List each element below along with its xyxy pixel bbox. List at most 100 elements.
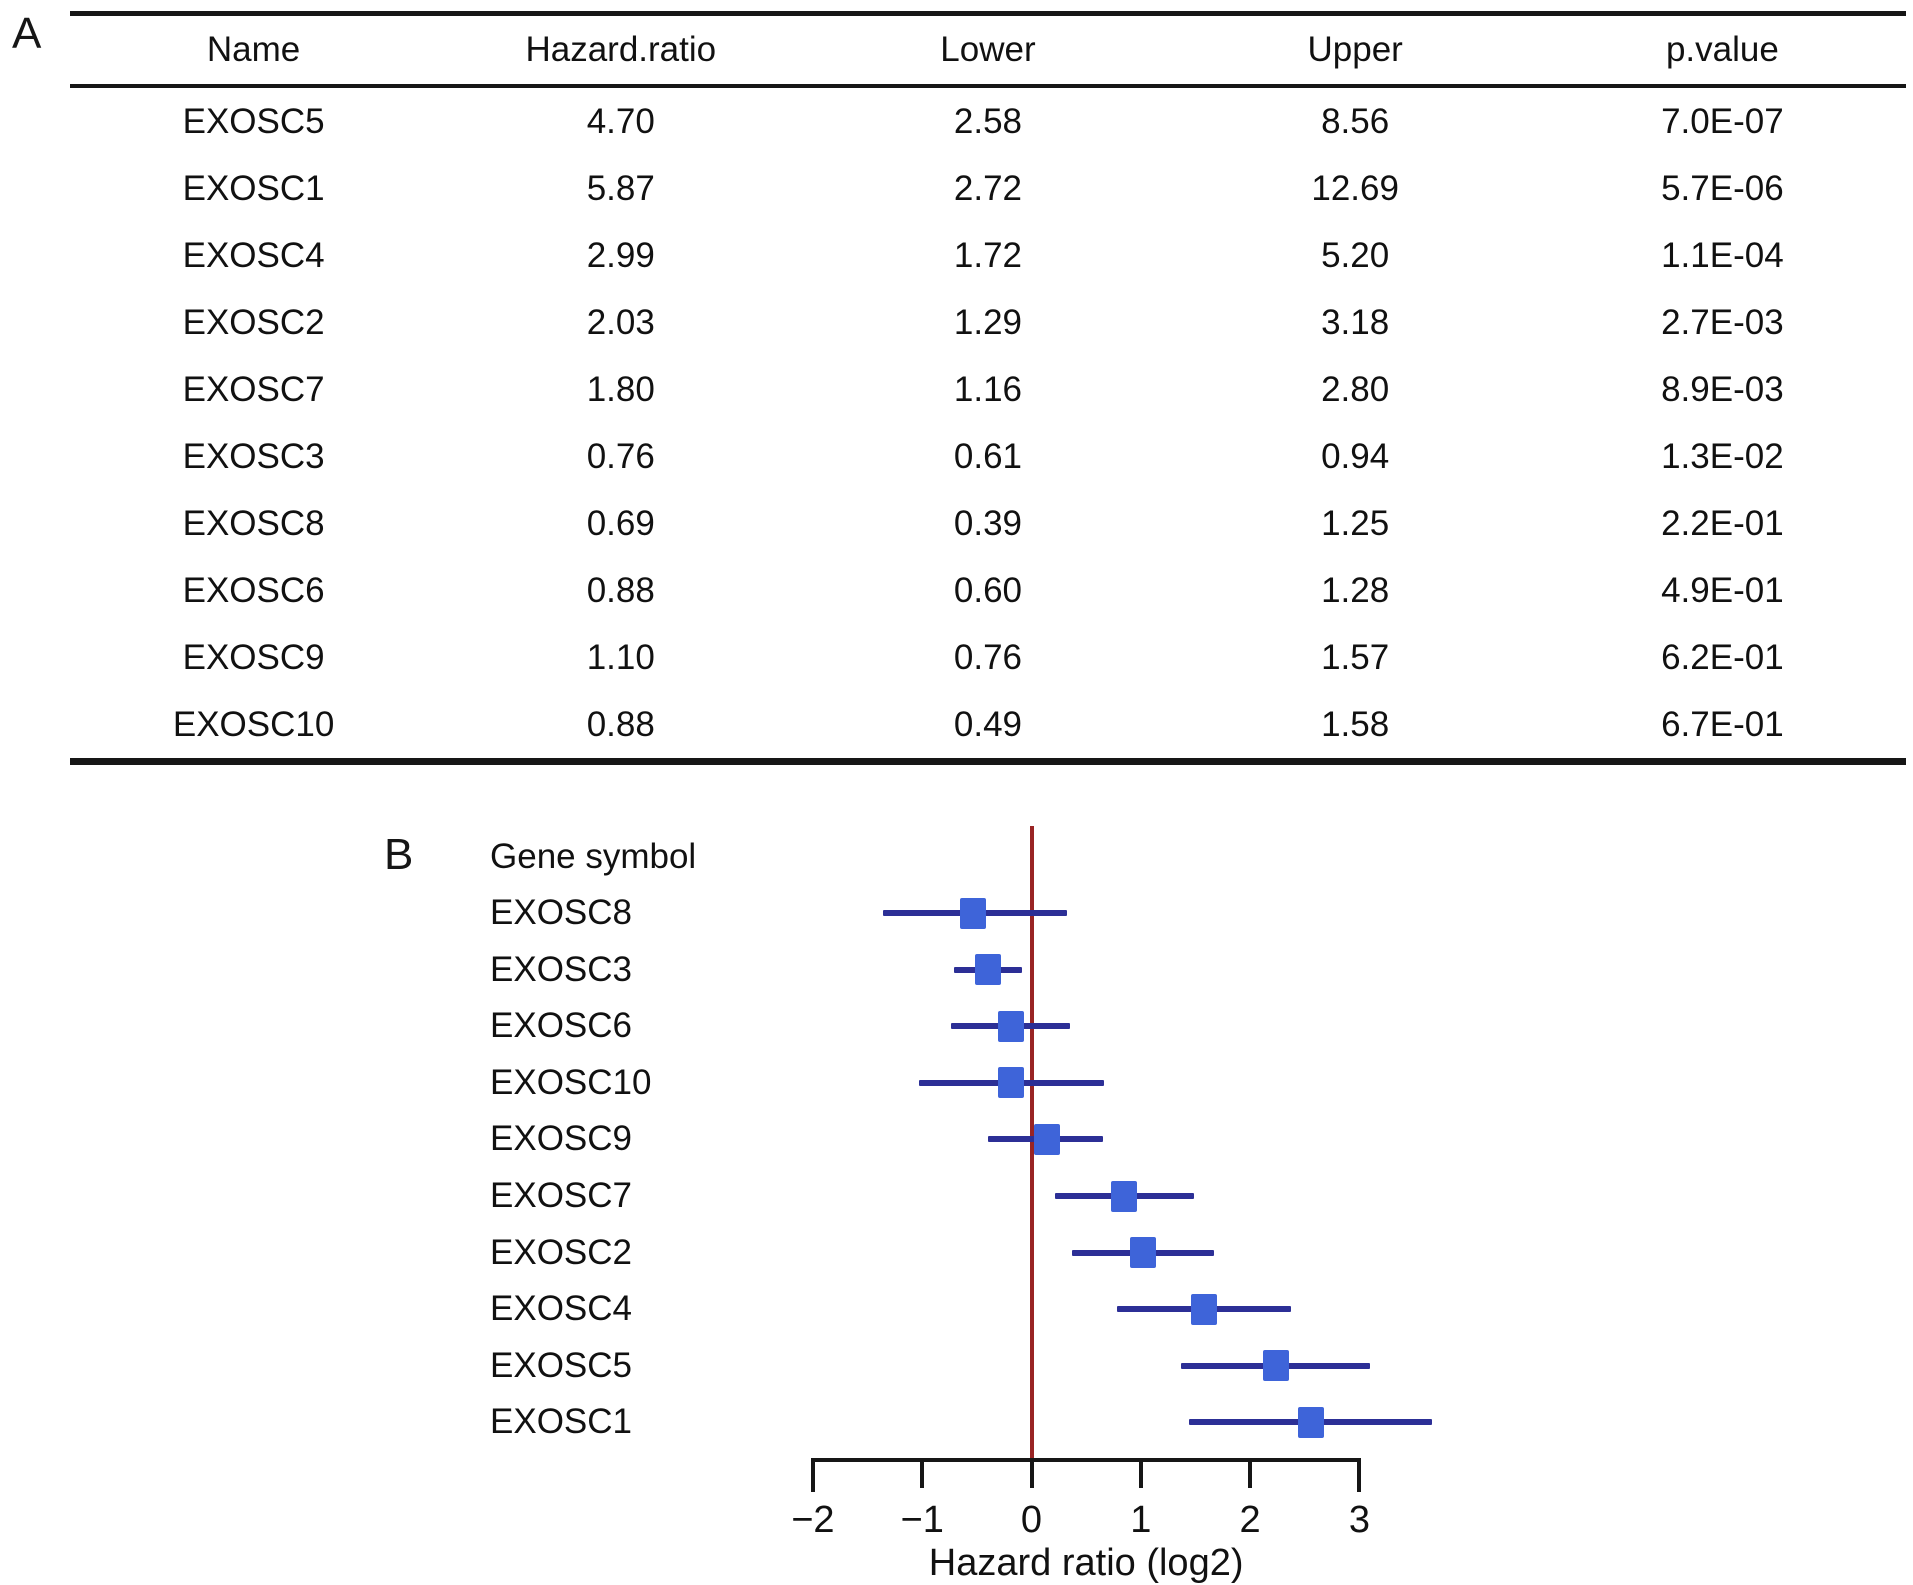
hr-marker-exosc4 [1191, 1293, 1218, 1325]
cell-exosc8-lower: 0.39 [953, 503, 1023, 543]
hazard-ratio-table: Name Hazard.ratio Lower Upper p.value EXOSC5… [70, 11, 1906, 765]
x-axis-tick-label-3: 3 [1348, 1499, 1370, 1541]
cell-exosc6-p-value: 4.9E-01 [1661, 570, 1784, 610]
cell-exosc2-hazard-ratio: 2.03 [586, 302, 655, 342]
cell-exosc5-p-value: 7.0E-07 [1661, 101, 1784, 141]
table-row-exosc5: EXOSC5 4.70 2.58 8.56 7.0E-07 [70, 86, 1906, 155]
cell-exosc3-p-value: 1.3E-02 [1661, 436, 1784, 476]
gene-label-exosc8: EXOSC8 [490, 893, 632, 932]
cell-exosc9-p-value: 6.2E-01 [1661, 637, 1784, 677]
cell-exosc2-upper: 3.18 [1321, 302, 1390, 342]
cell-exosc7-lower: 1.16 [953, 369, 1023, 409]
cell-exosc3-upper: 0.94 [1321, 436, 1390, 476]
hr-marker-exosc8 [959, 897, 986, 929]
x-axis-tick-label-1: 1 [1130, 1499, 1152, 1541]
x-axis-tick-label-2: 2 [1239, 1499, 1261, 1541]
x-axis-tick-0 [1029, 1462, 1034, 1488]
gene-symbol-column-header: Gene symbol [490, 837, 697, 876]
hr-marker-exosc2 [1130, 1237, 1157, 1269]
confidence-interval-exosc4 [1117, 1306, 1292, 1313]
cell-exosc6-upper: 1.28 [1321, 570, 1390, 610]
column-header-hazard-ratio: Hazard.ratio [437, 13, 805, 88]
cell-exosc4-name: EXOSC4 [182, 235, 325, 275]
cell-exosc9-upper: 1.57 [1321, 637, 1390, 677]
x-axis-tick-1 [1138, 1462, 1143, 1488]
cell-exosc9-name: EXOSC9 [182, 637, 325, 677]
cell-exosc6-lower: 0.60 [953, 570, 1023, 610]
cell-exosc1-upper: 12.69 [1311, 168, 1399, 208]
x-axis-tick-label--2: −2 [791, 1499, 835, 1541]
x-axis-tick--1 [920, 1462, 925, 1488]
cell-exosc4-p-value: 1.1E-04 [1661, 235, 1784, 275]
gene-label-exosc4: EXOSC4 [490, 1289, 632, 1329]
gene-label-exosc9: EXOSC9 [490, 1119, 632, 1159]
table-row-exosc3: EXOSC3 0.76 0.61 0.94 1.3E-02 [70, 423, 1906, 490]
cell-exosc10-lower: 0.49 [953, 704, 1023, 744]
table-header-row: Name Hazard.ratio Lower Upper p.value [70, 13, 1906, 88]
cell-exosc3-name: EXOSC3 [182, 436, 325, 476]
reference-line [1029, 826, 1034, 1462]
cell-exosc8-p-value: 2.2E-01 [1661, 503, 1784, 543]
cell-exosc8-name: EXOSC8 [182, 503, 325, 543]
cell-exosc2-lower: 1.29 [953, 302, 1023, 342]
table-row-exosc4: EXOSC4 2.99 1.72 5.20 1.1E-04 [70, 222, 1906, 289]
column-header-p-value: p.value [1538, 13, 1906, 88]
cell-exosc4-hazard-ratio: 2.99 [586, 235, 655, 275]
cell-exosc7-upper: 2.80 [1321, 369, 1390, 409]
cell-exosc5-upper: 8.56 [1321, 101, 1390, 141]
cell-exosc10-name: EXOSC10 [172, 704, 335, 744]
hr-marker-exosc3 [975, 954, 1002, 986]
cell-exosc1-hazard-ratio: 5.87 [586, 168, 655, 208]
cell-exosc3-hazard-ratio: 0.76 [586, 436, 655, 476]
cell-exosc5-name: EXOSC5 [182, 101, 325, 141]
cell-exosc10-hazard-ratio: 0.88 [586, 704, 655, 744]
column-header-lower: Lower [804, 13, 1172, 88]
x-axis-tick-2 [1248, 1462, 1253, 1488]
cell-exosc6-name: EXOSC6 [182, 570, 325, 610]
hr-marker-exosc1 [1297, 1406, 1324, 1438]
cell-exosc9-lower: 0.76 [953, 637, 1023, 677]
confidence-interval-exosc9 [988, 1136, 1103, 1143]
table-row-exosc1: EXOSC1 5.87 2.72 12.69 5.7E-06 [70, 155, 1906, 222]
cell-exosc4-upper: 5.20 [1321, 235, 1390, 275]
hr-marker-exosc6 [998, 1010, 1025, 1042]
cell-exosc7-hazard-ratio: 1.80 [586, 369, 655, 409]
x-axis-title: Hazard ratio (log2) [928, 1542, 1244, 1584]
cell-exosc5-hazard-ratio: 4.70 [586, 101, 655, 141]
confidence-interval-exosc5 [1180, 1362, 1371, 1369]
gene-label-exosc7: EXOSC7 [490, 1176, 632, 1215]
gene-label-exosc10: EXOSC10 [490, 1062, 652, 1102]
hr-marker-exosc7 [1111, 1180, 1138, 1212]
cell-exosc2-name: EXOSC2 [182, 302, 325, 342]
confidence-interval-exosc10 [919, 1079, 1104, 1086]
table-row-exosc7: EXOSC7 1.80 1.16 2.80 8.9E-03 [70, 356, 1906, 423]
cell-exosc3-lower: 0.61 [953, 436, 1023, 476]
cell-exosc1-name: EXOSC1 [182, 168, 325, 208]
x-axis-line [810, 1458, 1362, 1462]
confidence-interval-exosc2 [1071, 1249, 1214, 1256]
cell-exosc9-hazard-ratio: 1.10 [586, 637, 655, 677]
gene-label-exosc3: EXOSC3 [490, 949, 632, 989]
confidence-interval-exosc3 [953, 966, 1022, 973]
cell-exosc2-p-value: 2.7E-03 [1661, 302, 1784, 342]
cell-exosc8-hazard-ratio: 0.69 [586, 503, 655, 543]
confidence-interval-exosc1 [1189, 1419, 1433, 1426]
cell-exosc5-lower: 2.58 [953, 101, 1023, 141]
cell-exosc7-p-value: 8.9E-03 [1661, 369, 1784, 409]
cell-exosc8-upper: 1.25 [1321, 503, 1390, 543]
gene-label-exosc6: EXOSC6 [490, 1006, 632, 1046]
column-header-upper: Upper [1171, 13, 1539, 88]
hr-marker-exosc10 [998, 1067, 1025, 1099]
panel-b-label: B [384, 830, 414, 879]
confidence-interval-exosc8 [883, 910, 1067, 916]
table-row-exosc9: EXOSC9 1.10 0.76 1.57 6.2E-01 [70, 624, 1906, 691]
cell-exosc1-lower: 2.72 [953, 168, 1023, 208]
hr-marker-exosc5 [1262, 1350, 1289, 1382]
x-axis-tick-label--1: −1 [900, 1499, 944, 1541]
confidence-interval-exosc7 [1054, 1193, 1194, 1199]
cell-exosc10-upper: 1.58 [1321, 704, 1390, 744]
cell-exosc10-p-value: 6.7E-01 [1661, 704, 1784, 744]
gene-label-exosc5: EXOSC5 [490, 1345, 632, 1385]
cell-exosc1-p-value: 5.7E-06 [1661, 168, 1784, 208]
